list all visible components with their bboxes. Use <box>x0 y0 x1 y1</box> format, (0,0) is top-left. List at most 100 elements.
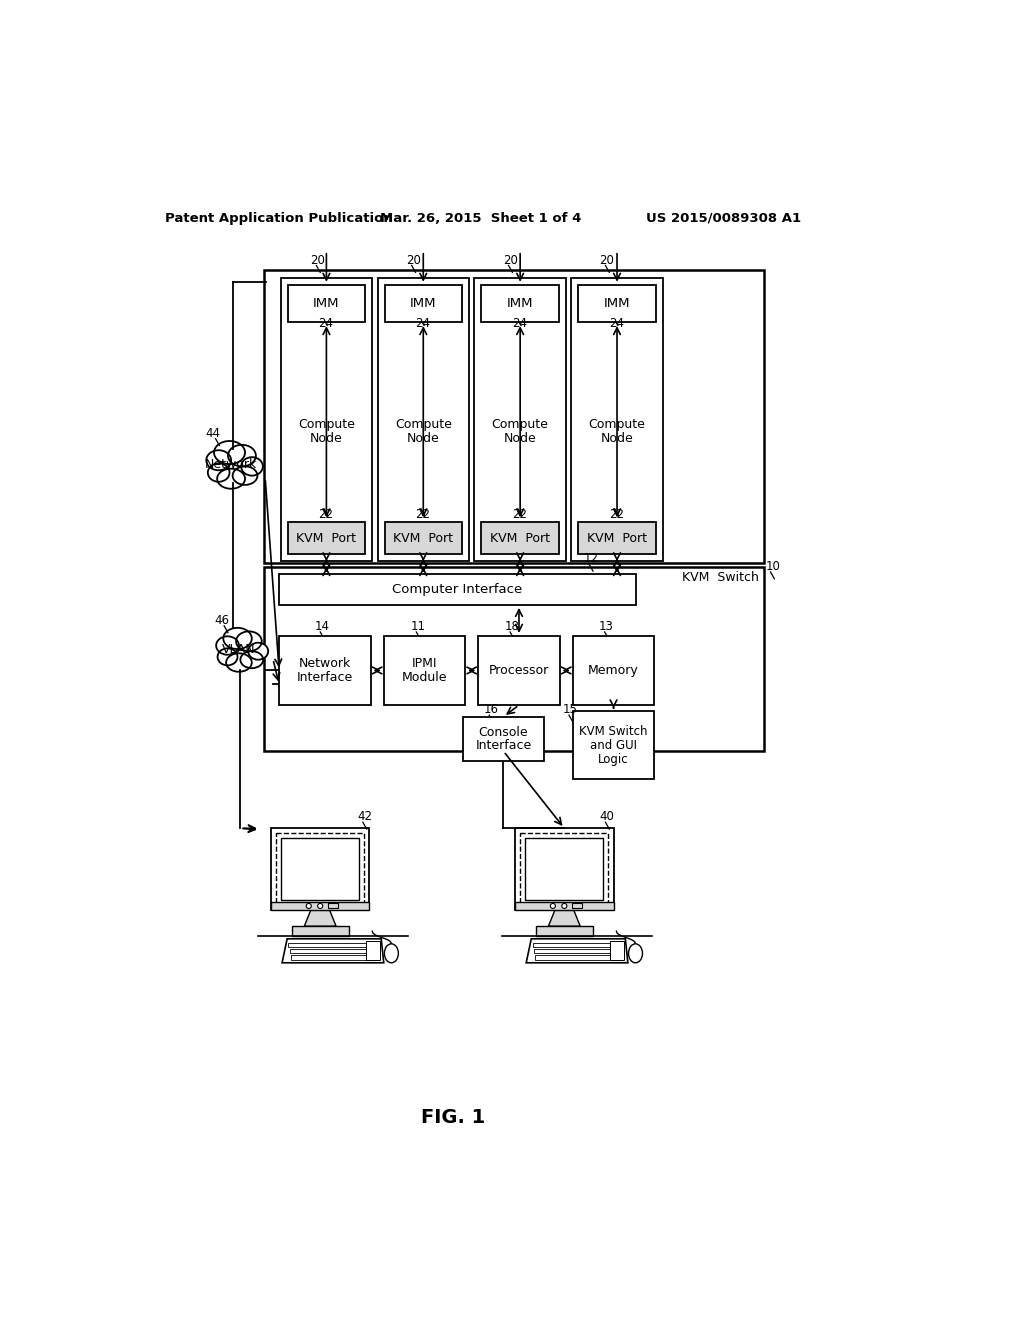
Ellipse shape <box>223 628 252 649</box>
Text: KVM  Port: KVM Port <box>587 532 647 545</box>
FancyBboxPatch shape <box>478 636 560 705</box>
Ellipse shape <box>384 944 398 962</box>
Ellipse shape <box>241 457 263 475</box>
Text: KVM  Port: KVM Port <box>296 532 356 545</box>
FancyBboxPatch shape <box>282 838 359 900</box>
FancyBboxPatch shape <box>463 717 544 762</box>
FancyBboxPatch shape <box>534 949 622 953</box>
FancyBboxPatch shape <box>515 829 613 911</box>
FancyBboxPatch shape <box>384 636 465 705</box>
FancyBboxPatch shape <box>366 941 380 960</box>
FancyBboxPatch shape <box>481 285 559 322</box>
FancyBboxPatch shape <box>263 271 764 562</box>
FancyBboxPatch shape <box>378 277 469 561</box>
Text: Node: Node <box>407 432 439 445</box>
Ellipse shape <box>206 450 231 470</box>
Text: 40: 40 <box>599 810 614 824</box>
FancyBboxPatch shape <box>263 566 764 751</box>
Text: Compute: Compute <box>298 418 355 432</box>
Text: KVM  Port: KVM Port <box>490 532 550 545</box>
Ellipse shape <box>217 469 245 488</box>
Text: and GUI: and GUI <box>590 739 637 751</box>
FancyBboxPatch shape <box>385 285 462 322</box>
Text: Interface: Interface <box>297 671 353 684</box>
Ellipse shape <box>248 643 268 660</box>
Text: Network: Network <box>299 657 351 671</box>
FancyBboxPatch shape <box>532 942 623 946</box>
Text: 20: 20 <box>310 253 326 267</box>
Circle shape <box>562 903 567 908</box>
FancyBboxPatch shape <box>271 902 370 911</box>
FancyBboxPatch shape <box>579 285 655 322</box>
Ellipse shape <box>232 466 257 484</box>
Text: 22: 22 <box>318 508 333 520</box>
FancyBboxPatch shape <box>280 574 636 605</box>
Text: 22: 22 <box>608 508 624 520</box>
Ellipse shape <box>226 653 252 672</box>
FancyBboxPatch shape <box>515 902 613 911</box>
Text: 11: 11 <box>411 620 425 634</box>
Text: FIG. 1: FIG. 1 <box>421 1107 485 1126</box>
FancyBboxPatch shape <box>271 829 370 911</box>
FancyBboxPatch shape <box>572 711 654 779</box>
Text: 24: 24 <box>415 317 430 330</box>
FancyBboxPatch shape <box>536 927 593 936</box>
Text: 15: 15 <box>563 704 578 717</box>
FancyBboxPatch shape <box>276 833 365 906</box>
FancyBboxPatch shape <box>280 636 371 705</box>
Text: Processor: Processor <box>488 664 549 677</box>
FancyBboxPatch shape <box>520 833 608 906</box>
FancyBboxPatch shape <box>292 927 349 936</box>
FancyBboxPatch shape <box>572 903 582 908</box>
FancyBboxPatch shape <box>288 285 366 322</box>
Ellipse shape <box>214 441 245 465</box>
Text: Memory: Memory <box>588 664 639 677</box>
Text: Computer Interface: Computer Interface <box>392 583 522 597</box>
FancyBboxPatch shape <box>481 521 559 554</box>
Text: US 2015/0089308 A1: US 2015/0089308 A1 <box>646 213 801 224</box>
Text: 12: 12 <box>584 552 599 565</box>
FancyBboxPatch shape <box>572 636 654 705</box>
Text: 42: 42 <box>357 810 372 824</box>
Text: Compute: Compute <box>395 418 452 432</box>
Text: 24: 24 <box>512 317 527 330</box>
Text: 20: 20 <box>599 253 614 267</box>
Text: 24: 24 <box>608 317 624 330</box>
Ellipse shape <box>208 463 229 482</box>
Text: KVM  Switch: KVM Switch <box>682 570 760 583</box>
Text: IPMI: IPMI <box>412 657 437 671</box>
Text: 16: 16 <box>483 704 499 717</box>
Text: Logic: Logic <box>598 752 629 766</box>
Polygon shape <box>526 939 628 962</box>
FancyBboxPatch shape <box>536 956 621 960</box>
Ellipse shape <box>217 648 238 665</box>
Circle shape <box>317 903 323 908</box>
FancyBboxPatch shape <box>525 838 603 900</box>
Text: Node: Node <box>310 432 343 445</box>
Text: 44: 44 <box>206 426 221 440</box>
Circle shape <box>550 903 555 908</box>
Ellipse shape <box>629 944 642 962</box>
Text: Patent Application Publication: Patent Application Publication <box>165 213 393 224</box>
Text: KVM  Port: KVM Port <box>393 532 454 545</box>
Text: 10: 10 <box>765 560 780 573</box>
Text: 46: 46 <box>214 614 229 627</box>
Text: Node: Node <box>504 432 537 445</box>
Text: Node: Node <box>601 432 634 445</box>
Ellipse shape <box>241 651 263 668</box>
Text: Network: Network <box>205 458 257 471</box>
FancyBboxPatch shape <box>385 521 462 554</box>
Ellipse shape <box>216 636 239 655</box>
Text: 20: 20 <box>503 253 517 267</box>
Text: Interface: Interface <box>475 739 531 752</box>
FancyBboxPatch shape <box>291 956 376 960</box>
Text: IMM: IMM <box>410 297 436 310</box>
FancyBboxPatch shape <box>290 949 378 953</box>
Text: VLAN: VLAN <box>222 643 256 656</box>
Text: Compute: Compute <box>589 418 645 432</box>
Text: Console: Console <box>478 726 528 739</box>
FancyBboxPatch shape <box>579 521 655 554</box>
Ellipse shape <box>228 445 256 466</box>
FancyBboxPatch shape <box>281 277 372 561</box>
FancyBboxPatch shape <box>610 941 624 960</box>
